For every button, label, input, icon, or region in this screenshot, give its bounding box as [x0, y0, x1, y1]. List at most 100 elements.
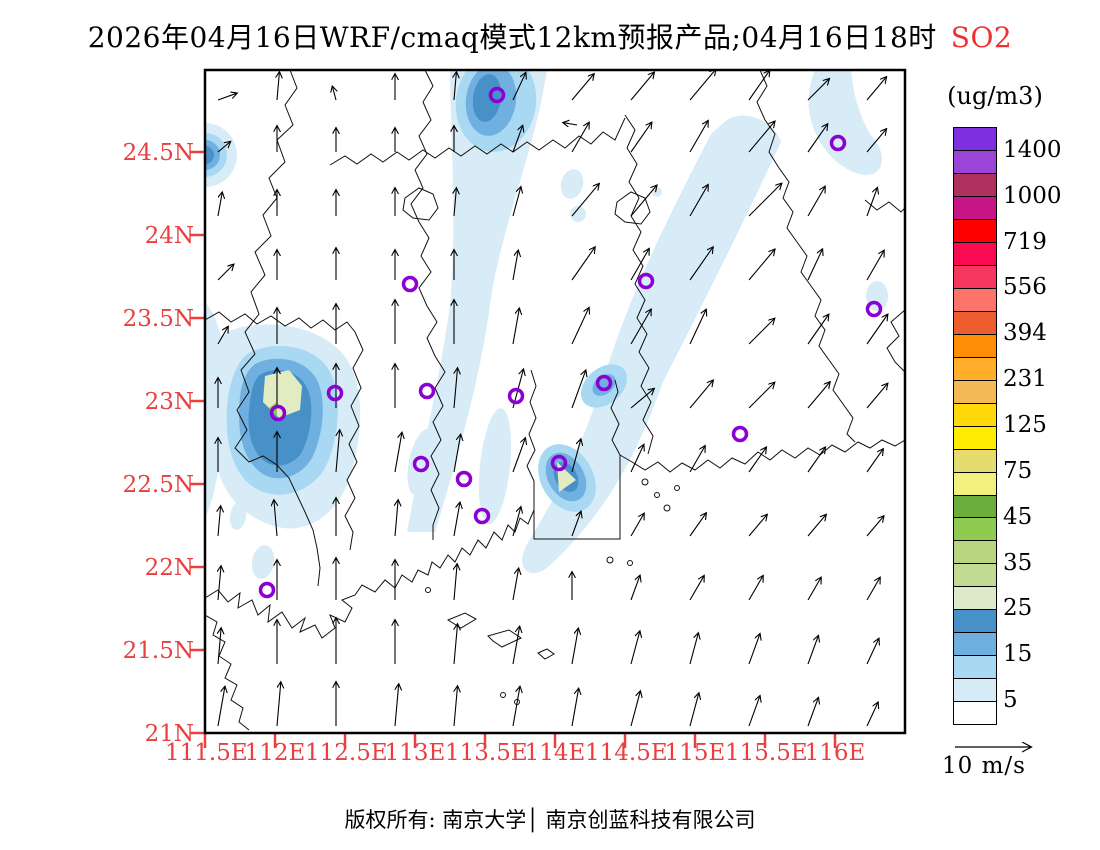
- wind-arrow: [807, 515, 826, 537]
- wind-arrow: [630, 72, 654, 101]
- wind-arrow: [453, 368, 458, 409]
- station-marker: [412, 455, 430, 473]
- wind-arrow: [866, 77, 886, 101]
- wind-scale-label: 10 m/s: [942, 753, 1026, 779]
- station-marker: [550, 454, 568, 472]
- wind-arrow: [807, 187, 825, 217]
- wind-arrow: [453, 435, 461, 473]
- colorbar-cell: [954, 426, 996, 450]
- so2-contour: [472, 74, 502, 122]
- island: [487, 629, 523, 648]
- wind-arrow: [571, 370, 586, 409]
- wind-arrow: [394, 433, 402, 473]
- colorbar-cell: [954, 541, 996, 565]
- wind-arrow: [454, 564, 457, 601]
- wind-arrow: [807, 636, 818, 665]
- wind-arrow: [512, 507, 521, 537]
- colorbar-labels: 1400 1000 719 556 394 231 125 75 45 35 25 15 5: [1003, 127, 1093, 723]
- x-axis-label: 111.5E: [165, 740, 248, 766]
- colorbar-cell: [954, 702, 996, 725]
- wind-arrow: [748, 383, 775, 409]
- wind-arrow: [218, 566, 221, 601]
- so2-contour: [251, 545, 275, 579]
- wind-arrow: [217, 264, 234, 281]
- y-axis-label: 22N: [144, 555, 194, 581]
- wind-arrow: [332, 87, 336, 101]
- so2-contour: [560, 169, 584, 199]
- wind-arrow: [807, 578, 821, 601]
- wind-scale-arrow-icon: [955, 733, 1055, 759]
- colorbar-label: 25: [1003, 595, 1033, 622]
- wind-arrow: [571, 689, 579, 727]
- wind-arrow: [563, 123, 578, 125]
- wind-arrow: [218, 506, 221, 537]
- wind-arrow: [630, 514, 644, 537]
- province-border: [205, 311, 364, 551]
- wind-arrow: [748, 447, 766, 473]
- wind-arrow: [748, 515, 767, 537]
- colorbar-units-label: (ug/m3): [947, 82, 1043, 110]
- wind-arrow: [689, 380, 713, 409]
- colorbar-cell: [954, 656, 996, 680]
- colorbar-cell: [954, 334, 996, 358]
- wind-arrow: [689, 633, 698, 665]
- island: [500, 692, 506, 698]
- colorbar-cell: [954, 128, 996, 151]
- colorbar-cell: [954, 150, 996, 174]
- island: [627, 560, 633, 566]
- wind-arrow: [866, 702, 878, 727]
- wind-arrow: [512, 126, 523, 153]
- wind-arrow: [866, 639, 879, 665]
- wind-arrow: [689, 576, 704, 601]
- wind-arrow: [748, 71, 770, 101]
- wind-arrow: [748, 249, 775, 281]
- wind-arrow: [866, 315, 888, 345]
- copyright-footer: 版权所有: 南京大学│ 南京创蓝科技有限公司: [344, 808, 756, 832]
- station-marker: [829, 134, 847, 152]
- y-axis-label: 22.5N: [122, 472, 194, 498]
- wind-arrow: [689, 513, 706, 537]
- wind-arrow: [217, 327, 228, 345]
- wind-arrow: [512, 187, 521, 217]
- island: [663, 504, 671, 512]
- colorbar-cell: [954, 288, 996, 312]
- colorbar-cell: [954, 265, 996, 289]
- colorbar-label: 1000: [1003, 182, 1062, 209]
- wind-arrow: [630, 631, 640, 665]
- wind-arrow: [630, 185, 657, 217]
- colorbar-label: 5: [1003, 687, 1018, 714]
- wind-arrow: [571, 308, 589, 345]
- wind-arrow: [571, 123, 589, 153]
- wind-arrow: [866, 516, 884, 537]
- station-marker: [637, 272, 655, 290]
- y-axis-label: 24N: [144, 223, 194, 249]
- wind-arrow: [866, 129, 886, 153]
- wind-arrow: [453, 686, 458, 727]
- colorbar-cell: [954, 380, 996, 404]
- station-marker: [455, 470, 473, 488]
- island: [674, 485, 680, 491]
- wind-arrow: [571, 439, 581, 473]
- so2-contour: [229, 502, 247, 530]
- station-marker: [326, 384, 344, 402]
- map-borders: [205, 70, 905, 731]
- y-axis-label: 24.5N: [122, 140, 194, 166]
- colorbar-cell: [954, 242, 996, 266]
- station-marker: [418, 382, 436, 400]
- station-marker: [865, 300, 883, 318]
- wind-arrow: [689, 693, 699, 727]
- province-border-loop: [614, 191, 651, 225]
- colorbar-label: 556: [1003, 274, 1047, 301]
- coastline-southwest: [205, 614, 250, 731]
- y-axis-label: 21.5N: [122, 638, 194, 664]
- wind-arrow: [454, 72, 456, 101]
- station-marker: [507, 387, 525, 405]
- wind-arrow: [512, 309, 519, 345]
- wind-arrow: [748, 696, 760, 727]
- station-marker: [595, 374, 613, 392]
- station-marker: [488, 86, 506, 104]
- wind-arrow: [217, 142, 230, 153]
- coastline-east: [619, 439, 905, 473]
- wind-arrow: [630, 309, 651, 345]
